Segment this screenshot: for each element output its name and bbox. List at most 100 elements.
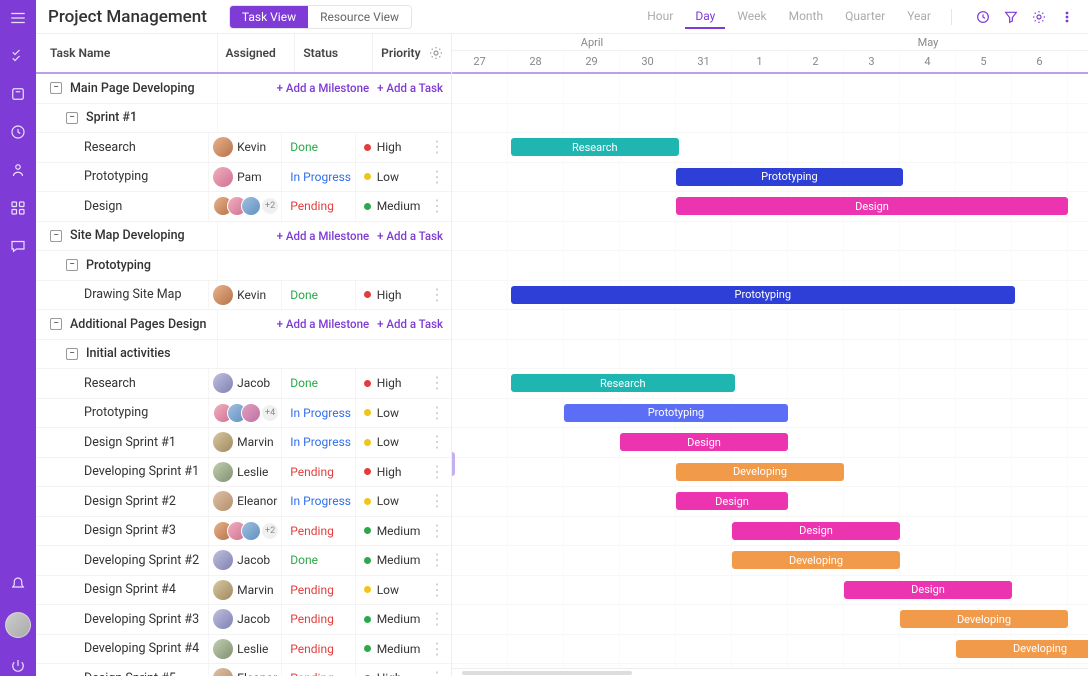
history-icon[interactable] [974,8,992,26]
chat-icon[interactable] [8,236,28,256]
zoom-month[interactable]: Month [779,5,833,29]
bell-icon[interactable] [8,574,28,594]
gantt-bar[interactable]: Developing [900,610,1068,628]
row-more-icon[interactable]: ⋮ [429,552,445,568]
avatar [213,550,233,570]
task-row[interactable]: Design Sprint #2EleanorIn ProgressLow⋮ [36,487,451,517]
gantt-bar[interactable]: Prototyping [564,404,788,422]
priority-dot [364,616,371,623]
group-row[interactable]: −Site Map Developing+ Add a Milestone+ A… [36,222,451,252]
task-row[interactable]: ResearchKevinDoneHigh⋮ [36,133,451,163]
add-milestone-link[interactable]: + Add a Milestone [277,317,370,331]
collapse-toggle[interactable]: − [50,230,62,242]
clock-icon[interactable] [8,122,28,142]
row-more-icon[interactable]: ⋮ [429,434,445,450]
task-row[interactable]: Prototyping+4In ProgressLow⋮ [36,399,451,429]
day-label: 1 [732,51,788,72]
add-milestone-link[interactable]: + Add a Milestone [277,229,370,243]
row-more-icon[interactable]: ⋮ [429,139,445,155]
zoom-day[interactable]: Day [685,5,725,29]
group-row[interactable]: −Sprint #1 [36,104,451,134]
filter-icon[interactable] [1002,8,1020,26]
more-icon[interactable] [1058,8,1076,26]
task-row[interactable]: ResearchJacobDoneHigh⋮ [36,369,451,399]
gantt-row: Design [452,487,1088,517]
row-more-icon[interactable]: ⋮ [429,523,445,539]
gantt-bar[interactable]: Developing [956,640,1088,658]
gantt-bar[interactable]: Design [676,492,788,510]
collapse-toggle[interactable]: − [50,318,62,330]
avatar [213,491,233,511]
task-row[interactable]: Design+2PendingMedium⋮ [36,192,451,222]
gantt-bar[interactable]: Research [511,374,735,392]
day-label: 31 [676,51,732,72]
gantt-bar[interactable]: Design [620,433,788,451]
vertical-scroll-handle[interactable] [452,452,455,476]
task-row[interactable]: Design Sprint #1MarvinIn ProgressLow⋮ [36,428,451,458]
row-more-icon[interactable]: ⋮ [429,611,445,627]
add-task-link[interactable]: + Add a Task [377,81,443,95]
collapse-toggle[interactable]: − [66,112,78,124]
gantt-bar[interactable]: Research [511,138,679,156]
group-row[interactable]: −Main Page Developing+ Add a Milestone+ … [36,74,451,104]
priority-dot [364,291,371,298]
assigned-cell: Leslie [209,635,282,664]
settings-icon[interactable] [1030,8,1048,26]
power-icon[interactable] [8,656,28,676]
row-more-icon[interactable]: ⋮ [429,493,445,509]
row-more-icon[interactable]: ⋮ [429,405,445,421]
zoom-week[interactable]: Week [727,5,776,29]
gantt-bar[interactable]: Developing [732,551,900,569]
add-milestone-link[interactable]: + Add a Milestone [277,81,370,95]
task-row[interactable]: Developing Sprint #3JacobPendingMedium⋮ [36,605,451,635]
priority-dot [364,527,371,534]
gantt-bar[interactable]: Prototyping [511,286,1015,304]
task-view-button[interactable]: Task View [230,6,308,28]
group-row[interactable]: −Additional Pages Design+ Add a Mileston… [36,310,451,340]
task-row[interactable]: Drawing Site MapKevinDoneHigh⋮ [36,281,451,311]
add-task-link[interactable]: + Add a Task [377,229,443,243]
row-more-icon[interactable]: ⋮ [429,287,445,303]
user-avatar[interactable] [5,612,31,638]
assigned-cell: Leslie [209,458,282,487]
assignee-name: Kevin [237,140,266,154]
add-task-link[interactable]: + Add a Task [377,317,443,331]
columns-gear-icon[interactable] [427,44,445,62]
gantt-bar[interactable]: Design [676,197,1068,215]
menu-icon[interactable] [8,8,28,28]
row-more-icon[interactable]: ⋮ [429,198,445,214]
task-row[interactable]: Design Sprint #5EleanorPendingHigh⋮ [36,664,451,676]
gantt-bar[interactable]: Developing [676,463,844,481]
row-more-icon[interactable]: ⋮ [429,582,445,598]
collapse-toggle[interactable]: − [66,259,78,271]
day-label: 29 [564,51,620,72]
task-row[interactable]: Developing Sprint #4LesliePendingMedium⋮ [36,635,451,665]
gantt-bar[interactable]: Prototyping [676,168,903,186]
zoom-quarter[interactable]: Quarter [835,5,895,29]
row-more-icon[interactable]: ⋮ [429,375,445,391]
task-row[interactable]: Developing Sprint #2JacobDoneMedium⋮ [36,546,451,576]
gantt-bar[interactable]: Design [732,522,900,540]
gantt-bar[interactable]: Design [844,581,1012,599]
assignee-name: Marvin [237,435,274,449]
collapse-toggle[interactable]: − [66,348,78,360]
apps-icon[interactable] [8,198,28,218]
row-more-icon[interactable]: ⋮ [429,641,445,657]
zoom-year[interactable]: Year [897,5,941,29]
row-more-icon[interactable]: ⋮ [429,169,445,185]
task-row[interactable]: Developing Sprint #1LesliePendingHigh⋮ [36,458,451,488]
archive-icon[interactable] [8,84,28,104]
user-icon[interactable] [8,160,28,180]
horizontal-scroll[interactable] [452,668,1088,676]
resource-view-button[interactable]: Resource View [308,6,411,28]
row-more-icon[interactable]: ⋮ [429,670,445,676]
task-row[interactable]: Design Sprint #3+2PendingMedium⋮ [36,517,451,547]
zoom-hour[interactable]: Hour [637,5,683,29]
row-more-icon[interactable]: ⋮ [429,464,445,480]
group-row[interactable]: −Prototyping [36,251,451,281]
task-row[interactable]: Design Sprint #4MarvinPendingLow⋮ [36,576,451,606]
task-row[interactable]: PrototypingPamIn ProgressLow⋮ [36,163,451,193]
collapse-toggle[interactable]: − [50,82,62,94]
group-row[interactable]: −Initial activities [36,340,451,370]
tasks-icon[interactable] [8,46,28,66]
